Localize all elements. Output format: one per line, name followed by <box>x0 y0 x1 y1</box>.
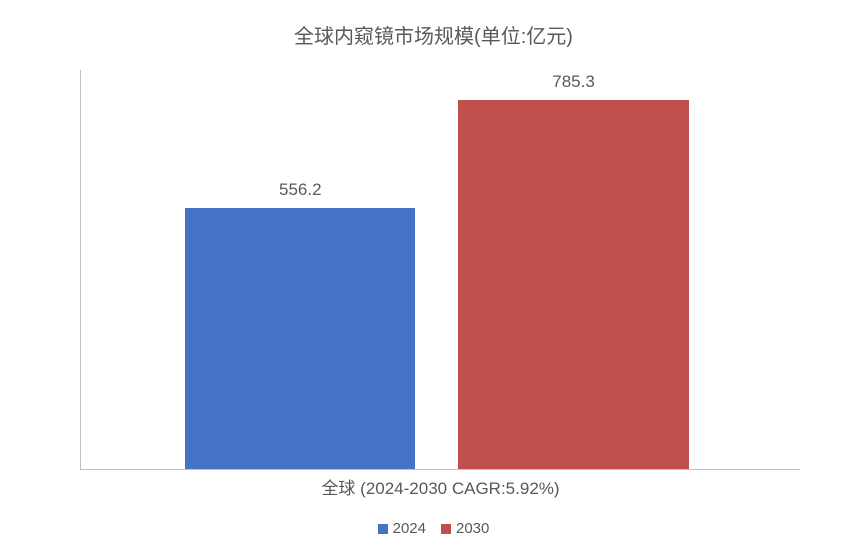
bar-2024: 556.2 <box>185 208 415 469</box>
x-axis-label: 全球 (2024-2030 CAGR:5.92%) <box>81 474 800 499</box>
legend-item-2024: 2024 <box>378 520 426 537</box>
legend-swatch-2030 <box>441 524 451 534</box>
plot-area: 785.3556.2 全球 (2024-2030 CAGR:5.92%) <box>80 70 800 470</box>
bar-2030: 785.3 <box>458 100 688 469</box>
bar-label-2030: 785.3 <box>458 72 688 92</box>
legend: 2024 2030 <box>0 520 867 537</box>
bar-label-2024: 556.2 <box>185 180 415 200</box>
chart-title: 全球内窥镜市场规模(单位:亿元) <box>0 20 867 49</box>
chart-container: 全球内窥镜市场规模(单位:亿元) 785.3556.2 全球 (2024-203… <box>0 0 867 557</box>
legend-item-2030: 2030 <box>441 520 489 537</box>
legend-swatch-2024 <box>378 524 388 534</box>
legend-label-2030: 2030 <box>456 520 489 537</box>
legend-label-2024: 2024 <box>393 520 426 537</box>
